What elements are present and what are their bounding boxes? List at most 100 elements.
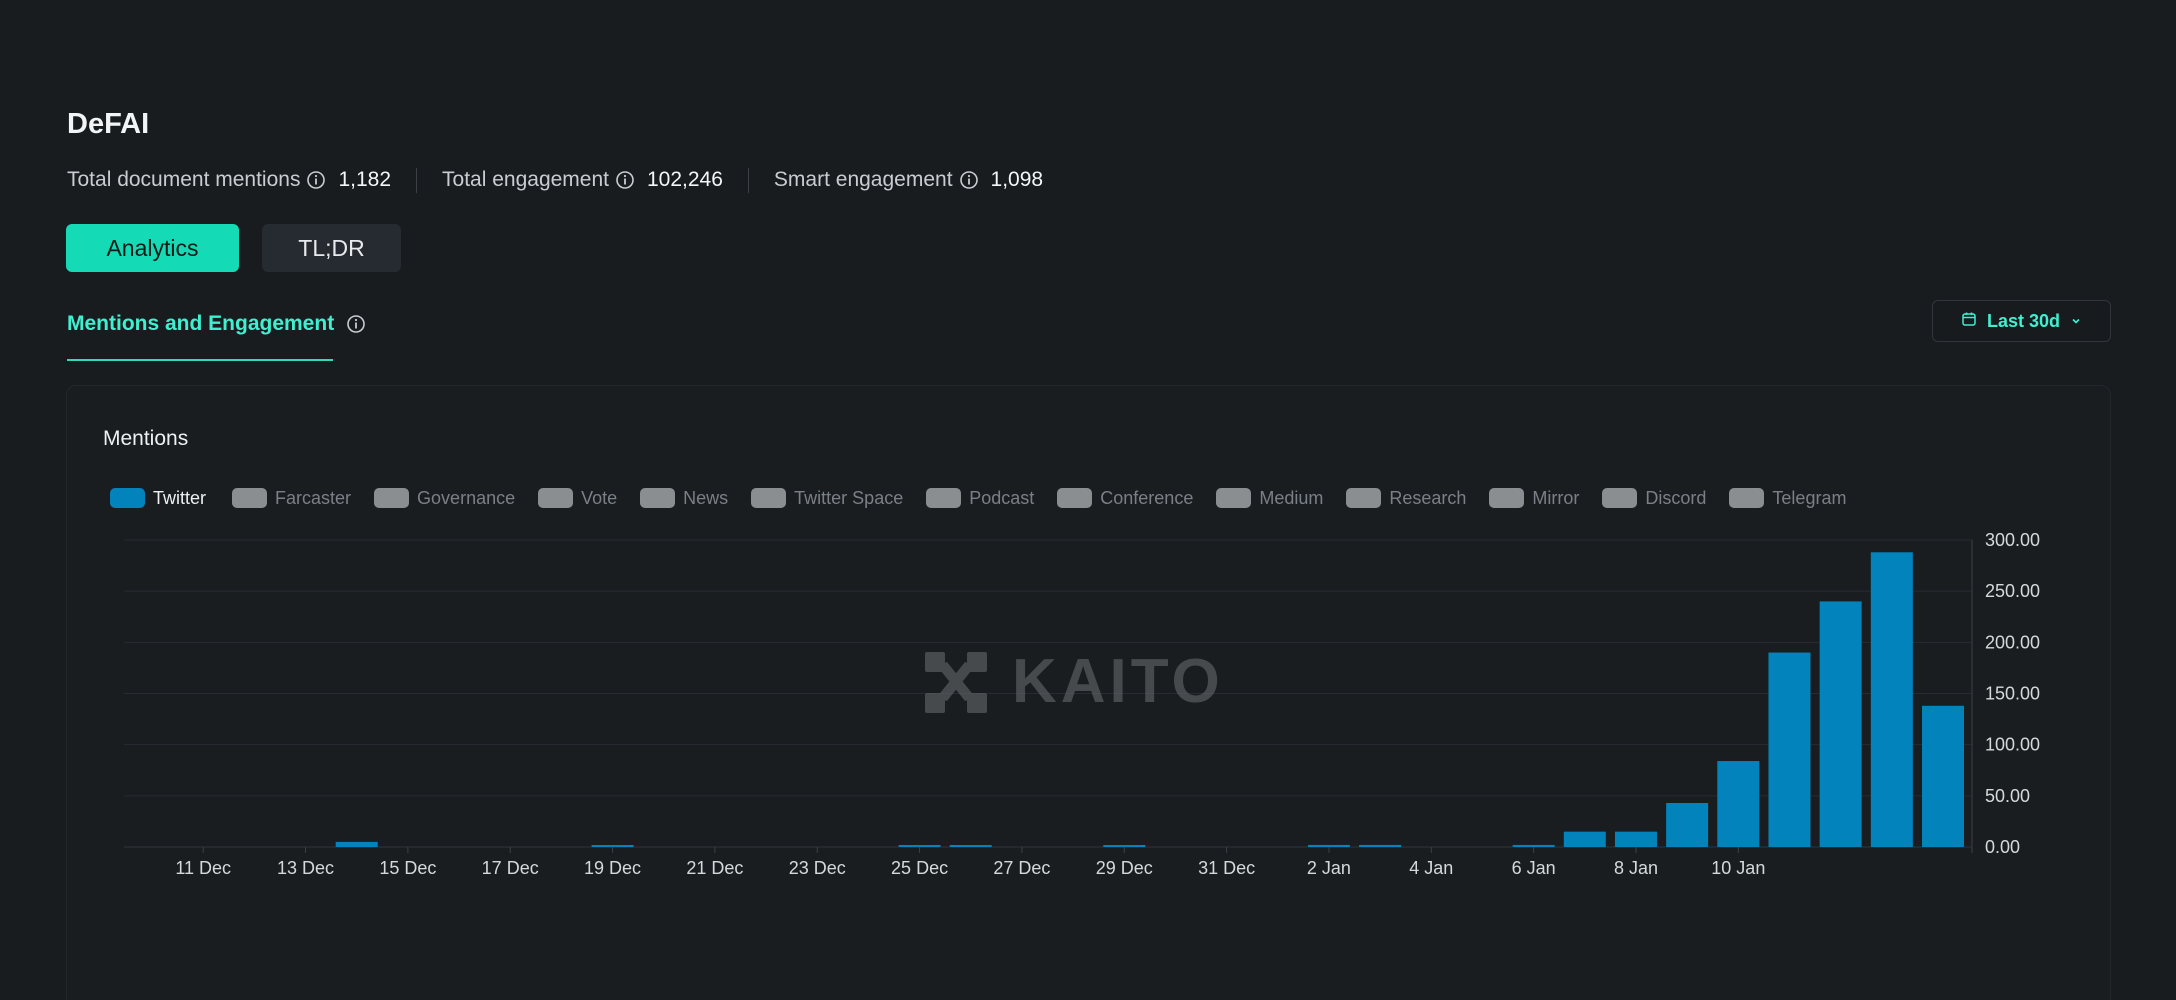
legend-label: Conference [1100,487,1194,508]
legend-item-farcaster[interactable]: Farcaster [232,488,351,509]
legend-label: Twitter Space [794,487,904,508]
legend-swatch [926,488,962,508]
legend-swatch [1346,488,1382,508]
legend-swatch [538,488,574,508]
legend-item-conference[interactable]: Conference [1057,488,1193,509]
x-tick-label: 25 Dec [891,858,948,878]
y-tick-label: 250.00 [1985,581,2040,601]
stat-smart-engagement: Smart engagement 1,098 [774,168,1043,192]
chart-bar[interactable] [1359,844,1402,847]
chart-bar[interactable] [1103,845,1146,847]
x-tick-label: 6 Jan [1512,858,1556,878]
chart-legend: Twitter Farcaster Governance Vote News T… [110,487,1869,509]
watermark-text: KAITO [1012,647,1224,716]
page-title: DeFAI [67,108,150,140]
legend-label: Farcaster [275,487,352,508]
legend-item-news[interactable]: News [640,488,728,509]
tab-mentions-engagement[interactable]: Mentions and Engagement [67,312,366,336]
legend-swatch [1489,488,1525,508]
legend-swatch [110,488,145,508]
legend-item-discord[interactable]: Discord [1602,488,1706,509]
legend-swatch [1216,488,1252,508]
legend-item-governance[interactable]: Governance [374,488,515,509]
divider [747,167,749,193]
legend-item-medium[interactable]: Medium [1216,488,1323,509]
chart-bar[interactable] [949,845,992,847]
chart-bar[interactable] [1614,831,1657,847]
chart-bar[interactable] [1307,844,1350,847]
info-icon[interactable] [306,170,326,190]
x-tick-label: 31 Dec [1198,858,1255,878]
chart-bar[interactable] [1666,802,1709,847]
x-tick-label: 17 Dec [482,858,539,878]
stat-value: 1,182 [338,168,392,191]
kaito-watermark: KAITO [925,647,1224,716]
chart-bars [335,552,1964,847]
info-icon[interactable] [959,170,979,190]
y-tick-label: 100.00 [1985,735,2040,755]
x-tick-label: 13 Dec [277,858,334,878]
stat-label: Smart engagement [773,168,953,191]
legend-label: Governance [417,487,516,508]
legend-swatch [1057,488,1093,508]
legend-item-twitter[interactable]: Twitter [110,488,206,509]
legend-label: Vote [581,487,618,508]
x-tick-label: 11 Dec [175,858,231,878]
legend-label: Twitter [153,487,207,508]
chart-grid [124,539,1973,853]
x-tick-label: 10 Jan [1711,858,1765,878]
section-tab-label: Mentions and Engagement [67,312,335,335]
stat-value: 1,098 [990,168,1044,191]
legend-label: Discord [1645,487,1707,508]
x-tick-label: 23 Dec [789,858,846,878]
legend-item-research[interactable]: Research [1346,488,1466,509]
legend-item-telegram[interactable]: Telegram [1729,488,1846,509]
legend-swatch [1729,488,1765,508]
date-range-select[interactable]: Last 30d [1932,300,2111,342]
legend-label: Mirror [1532,487,1580,508]
chart-bar[interactable] [591,845,634,847]
chart-bar[interactable] [1870,552,1913,847]
y-tick-label: 50.00 [1985,786,2030,806]
legend-item-podcast[interactable]: Podcast [926,488,1034,509]
x-tick-label: 29 Dec [1096,858,1153,878]
chart-bar[interactable] [1512,844,1555,847]
stat-label: Total engagement [442,168,609,191]
chart-bar[interactable] [335,841,378,847]
stat-document-mentions: Total document mentions 1,182 [67,168,391,192]
legend-item-vote[interactable]: Vote [538,488,617,509]
chart-bar[interactable] [1563,831,1606,847]
legend-label: Telegram [1772,487,1847,508]
chart-bar[interactable] [898,845,941,847]
calendar-icon [1961,311,1977,332]
x-tick-label: 21 Dec [686,858,743,878]
legend-label: Medium [1259,487,1324,508]
info-icon[interactable] [615,170,635,190]
tab-analytics[interactable]: Analytics [66,224,239,272]
legend-label: Podcast [969,487,1035,508]
active-tab-indicator [67,359,333,361]
stat-total-engagement: Total engagement 102,246 [442,168,723,192]
stats-row: Total document mentions 1,182 Total enga… [67,166,1043,194]
legend-swatch [751,488,787,508]
legend-label: News [683,487,729,508]
legend-swatch [1602,488,1638,508]
chart-bar[interactable] [1819,601,1862,847]
chart-bar[interactable] [1922,705,1964,847]
legend-item-twitter-space[interactable]: Twitter Space [751,488,903,509]
legend-swatch [232,488,268,508]
x-tick-label: 27 Dec [993,858,1050,878]
chart-bar[interactable] [1717,761,1760,847]
chart-bar[interactable] [1768,652,1811,847]
info-icon[interactable] [346,314,366,334]
x-tick-label: 19 Dec [584,858,641,878]
legend-swatch [374,488,410,508]
x-axis-ticks: 11 Dec 13 Dec 15 Dec 17 Dec 19 Dec 21 Dec 23 D… [175,847,1765,878]
date-range-label: Last 30d [1986,310,2061,331]
tab-tldr[interactable]: TL;DR [262,224,401,272]
x-tick-label: 4 Jan [1409,858,1453,878]
legend-item-mirror[interactable]: Mirror [1489,488,1579,509]
chevron-down-icon [2070,311,2082,332]
y-tick-label: 300.00 [1985,530,2040,550]
legend-swatch [640,488,676,508]
